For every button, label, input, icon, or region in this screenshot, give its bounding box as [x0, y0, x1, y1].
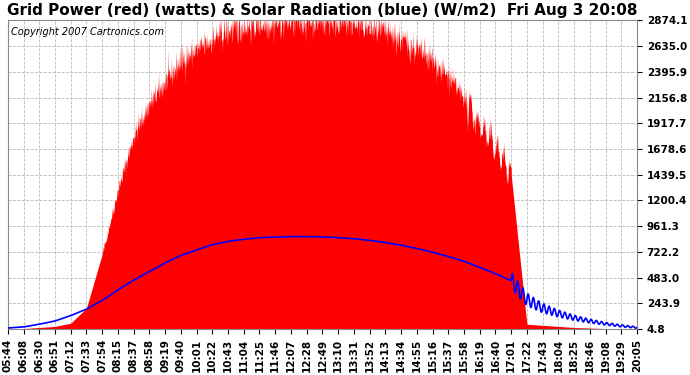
Title: Grid Power (red) (watts) & Solar Radiation (blue) (W/m2)  Fri Aug 3 20:08: Grid Power (red) (watts) & Solar Radiati… — [7, 3, 638, 18]
Text: Copyright 2007 Cartronics.com: Copyright 2007 Cartronics.com — [11, 27, 164, 36]
